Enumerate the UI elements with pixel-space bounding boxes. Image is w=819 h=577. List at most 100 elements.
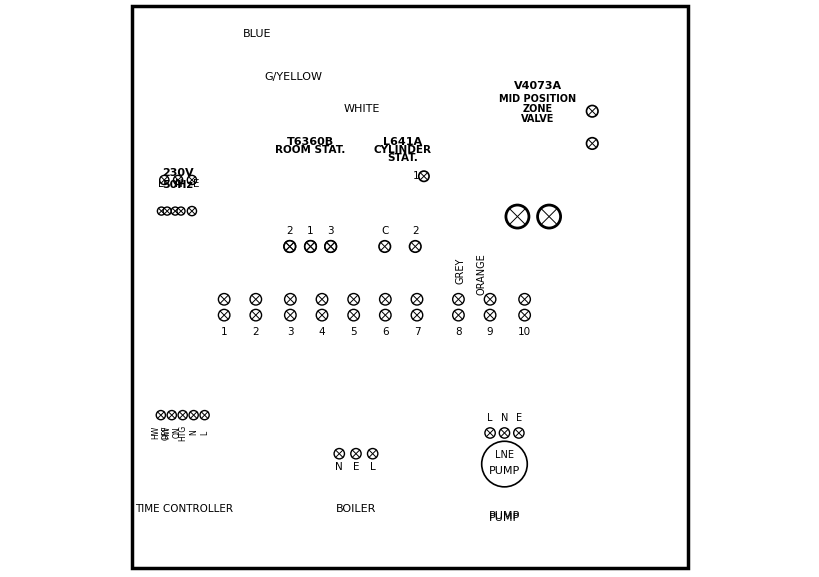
- Circle shape: [537, 205, 560, 228]
- Circle shape: [411, 294, 423, 305]
- Circle shape: [351, 448, 361, 459]
- Text: STAT.: STAT.: [387, 153, 418, 163]
- Text: 230V
50Hz: 230V 50Hz: [162, 168, 193, 190]
- Text: LNE: LNE: [495, 451, 514, 460]
- Circle shape: [485, 428, 495, 438]
- Circle shape: [348, 294, 360, 305]
- Circle shape: [519, 309, 531, 321]
- Text: 5: 5: [351, 327, 357, 337]
- Bar: [493, 76, 582, 202]
- Text: 1: 1: [307, 226, 314, 236]
- Circle shape: [379, 294, 391, 305]
- Text: MID POSITION: MID POSITION: [499, 93, 576, 103]
- Text: HW
ON: HW ON: [162, 426, 182, 439]
- Bar: [546, 455, 560, 473]
- Text: L: L: [200, 430, 209, 434]
- Text: CYLINDER: CYLINDER: [373, 145, 432, 155]
- Circle shape: [463, 422, 546, 505]
- Text: 1: 1: [221, 327, 228, 337]
- Text: ORANGE: ORANGE: [477, 253, 486, 295]
- Text: V4073A: V4073A: [514, 81, 562, 91]
- Text: 2: 2: [252, 327, 259, 337]
- Text: L: L: [158, 179, 164, 189]
- Text: E: E: [516, 413, 522, 423]
- Circle shape: [500, 428, 509, 438]
- Circle shape: [514, 428, 524, 438]
- Text: L: L: [370, 462, 376, 472]
- Circle shape: [586, 138, 598, 149]
- Text: PUMP: PUMP: [489, 466, 520, 476]
- Circle shape: [157, 207, 165, 215]
- Text: N: N: [336, 462, 343, 472]
- Circle shape: [519, 294, 531, 305]
- Circle shape: [178, 410, 188, 419]
- Circle shape: [189, 410, 198, 419]
- Text: BOILER: BOILER: [336, 504, 377, 514]
- Text: E: E: [353, 462, 360, 472]
- Text: 9: 9: [486, 327, 493, 337]
- Text: GREY: GREY: [455, 258, 465, 284]
- Circle shape: [453, 294, 464, 305]
- Text: WHITE: WHITE: [343, 104, 380, 114]
- Text: L: L: [487, 413, 493, 423]
- Circle shape: [484, 309, 495, 321]
- Circle shape: [160, 175, 169, 185]
- Circle shape: [411, 309, 423, 321]
- Text: 2: 2: [412, 226, 419, 236]
- Text: HTG: HTG: [179, 424, 188, 440]
- Text: 7: 7: [414, 327, 420, 337]
- Circle shape: [177, 207, 185, 215]
- Circle shape: [482, 441, 527, 487]
- Circle shape: [188, 207, 197, 216]
- Circle shape: [316, 309, 328, 321]
- Text: 1: 1: [413, 171, 419, 181]
- Text: E: E: [193, 179, 200, 189]
- Text: 3: 3: [328, 226, 334, 236]
- Text: L641A: L641A: [382, 137, 422, 147]
- Circle shape: [305, 241, 316, 252]
- Circle shape: [410, 241, 421, 252]
- Circle shape: [171, 207, 179, 215]
- Text: N: N: [500, 413, 508, 423]
- Circle shape: [368, 448, 378, 459]
- Text: VALVE: VALVE: [521, 114, 554, 124]
- Text: N: N: [189, 429, 198, 435]
- Text: G/YELLOW: G/YELLOW: [265, 72, 323, 83]
- Circle shape: [163, 207, 171, 215]
- Bar: [153, 401, 214, 499]
- Circle shape: [484, 294, 495, 305]
- Circle shape: [325, 241, 337, 252]
- Circle shape: [305, 241, 316, 252]
- Text: 6: 6: [382, 327, 389, 337]
- Circle shape: [156, 410, 165, 419]
- Text: T6360B: T6360B: [287, 137, 334, 147]
- Circle shape: [379, 241, 391, 252]
- Circle shape: [284, 294, 296, 305]
- Circle shape: [334, 448, 345, 459]
- Text: 10: 10: [518, 327, 532, 337]
- Circle shape: [316, 294, 328, 305]
- Bar: [156, 165, 199, 231]
- Circle shape: [453, 309, 464, 321]
- Circle shape: [219, 309, 230, 321]
- Text: 4: 4: [319, 327, 325, 337]
- Text: PUMP: PUMP: [489, 511, 520, 521]
- Circle shape: [379, 309, 391, 321]
- Text: 2: 2: [287, 226, 293, 236]
- Bar: [211, 291, 556, 323]
- Text: C: C: [381, 226, 388, 236]
- Text: HW
OFF: HW OFF: [152, 425, 170, 440]
- Bar: [449, 455, 463, 473]
- Text: ROOM STAT.: ROOM STAT.: [275, 145, 346, 155]
- Bar: [277, 156, 343, 263]
- Circle shape: [506, 205, 529, 228]
- Circle shape: [200, 410, 209, 419]
- Bar: [582, 99, 602, 124]
- Circle shape: [586, 106, 598, 117]
- Circle shape: [167, 410, 176, 419]
- Circle shape: [188, 175, 197, 185]
- Circle shape: [284, 241, 296, 252]
- Text: N: N: [174, 179, 183, 189]
- Text: 3: 3: [287, 327, 294, 337]
- Circle shape: [325, 241, 337, 252]
